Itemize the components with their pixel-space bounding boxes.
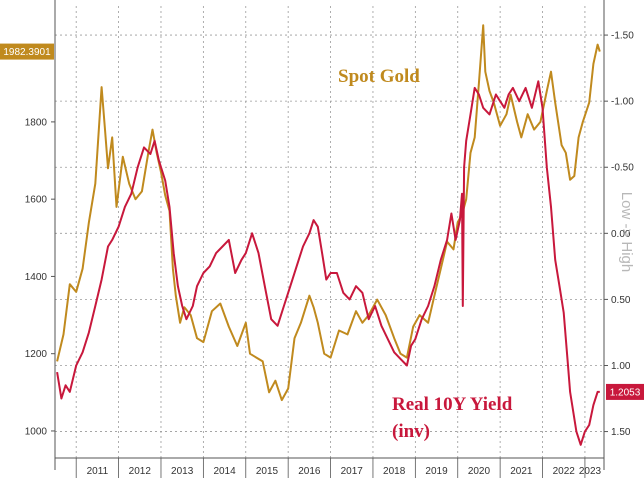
x-tick-label: 2014 [213, 466, 236, 477]
spot-gold-annotation: Spot Gold [338, 66, 420, 87]
x-tick-label: 2017 [341, 466, 364, 477]
x-tick-label: 2011 [87, 466, 109, 477]
x-tick-label: 2022 [553, 466, 576, 477]
left-tick-label: 1400 [25, 272, 48, 283]
x-tick-label: 2016 [298, 466, 321, 477]
left-tick-label: 1600 [25, 195, 48, 206]
x-tick-label: 2021 [510, 466, 533, 477]
left-tick-label: 1000 [25, 426, 48, 437]
x-tick-label: 2013 [171, 466, 194, 477]
right-tick-label: 0.50 [611, 295, 631, 306]
x-tick-label: 2019 [425, 466, 448, 477]
x-tick-label: 2012 [129, 466, 152, 477]
gold-last-badge [0, 43, 54, 60]
x-tick-label: 2023 [579, 466, 602, 477]
x-tick-label: 2018 [383, 466, 406, 477]
right-tick-label: 0.00 [611, 229, 631, 240]
right-tick-label: -1.00 [611, 97, 634, 108]
last-value-badges: 1982.3901 1.2053 [0, 43, 644, 400]
gold-last-badge-label: 1982.3901 [3, 47, 51, 58]
right-tick-label: 1.50 [611, 427, 631, 438]
yield-last-badge [606, 383, 644, 400]
right-tick-label: 1.00 [611, 361, 631, 372]
right-tick-label: -1.50 [611, 31, 634, 42]
chart-axes: 1000 1200 1400 1600 1800 -1.50 -1.00 -0.50 0.00 0… [25, 0, 634, 478]
real-yield-inv-annotation: (inv) [392, 421, 430, 442]
left-tick-label: 1800 [25, 117, 48, 128]
yield-last-badge-label: 1.2053 [610, 387, 641, 398]
right-tick-label: -0.50 [611, 163, 634, 174]
real-yield-annotation: Real 10Y Yield [392, 394, 513, 415]
right-axis-title: Low -> High [618, 192, 635, 272]
left-tick-label: 1200 [25, 349, 48, 360]
grid-lines [55, 6, 604, 458]
spot-gold-line [56, 24, 601, 402]
x-tick-label: 2020 [468, 466, 491, 477]
chart-series [56, 24, 601, 446]
real-yield-line [56, 80, 600, 446]
x-tick-label: 2015 [256, 466, 279, 477]
